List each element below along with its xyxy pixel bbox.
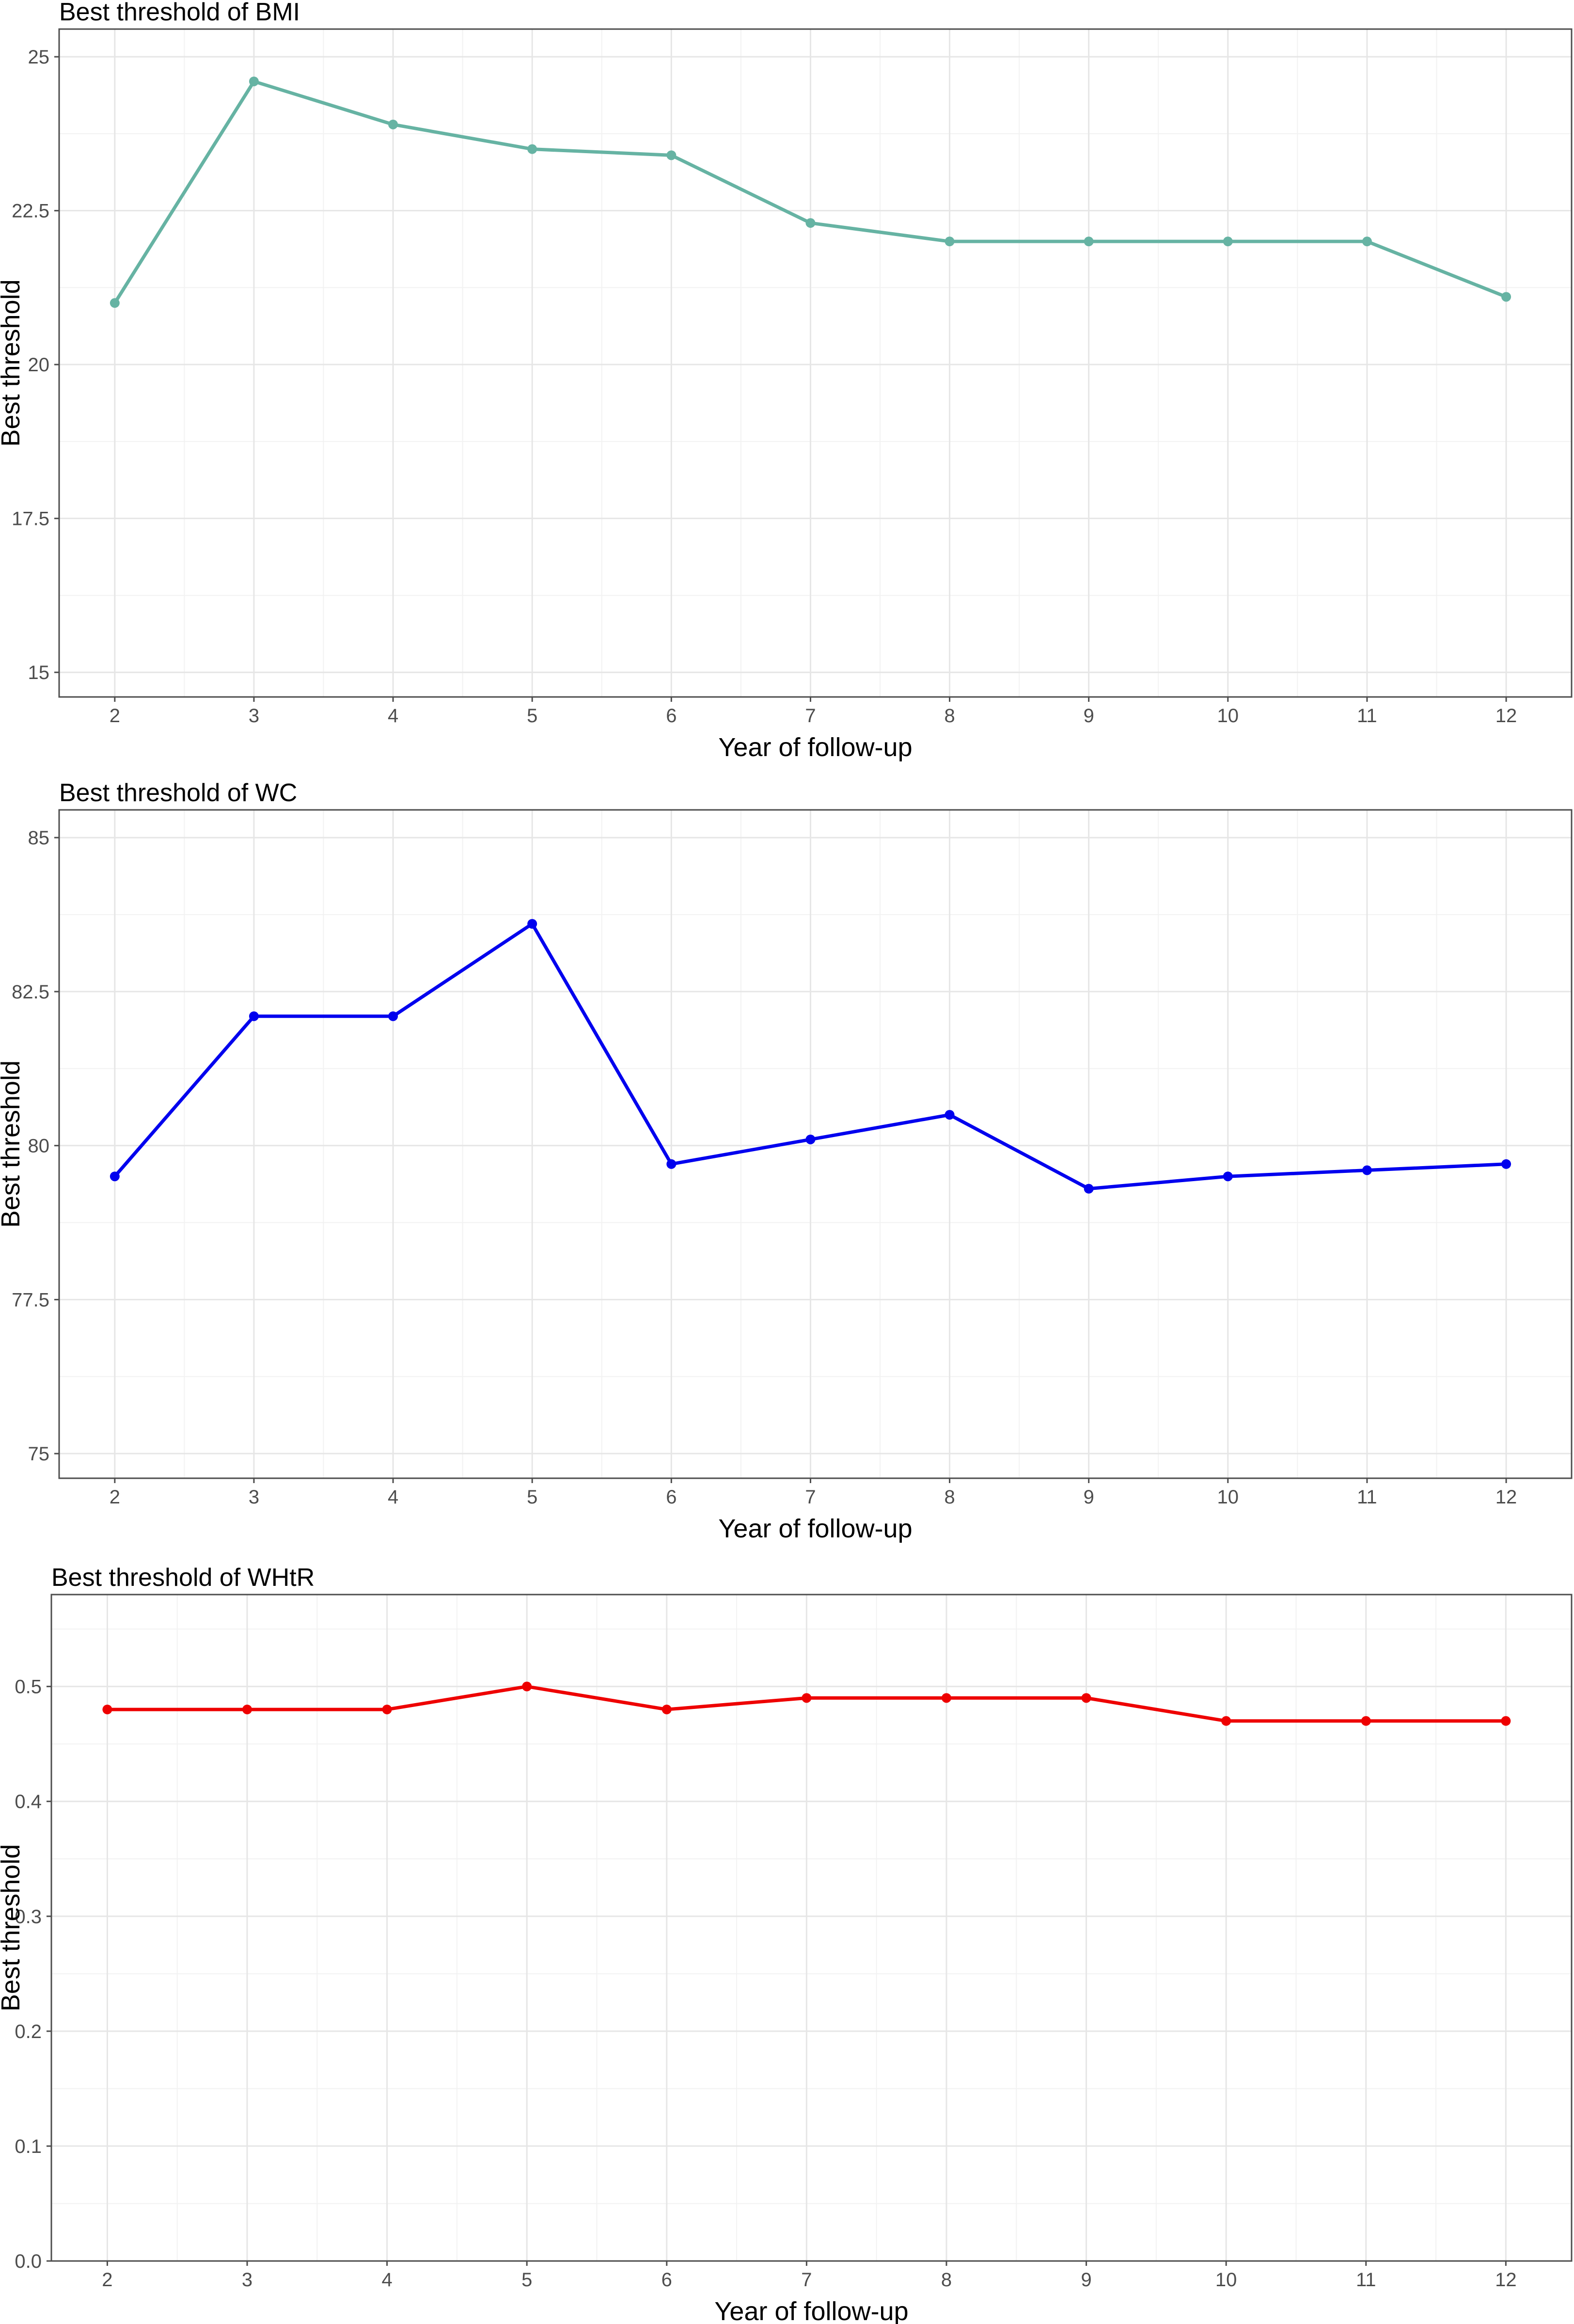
x-tick-label: 9 [1084,1486,1094,1508]
panel-border [58,809,1573,1479]
data-point [1362,237,1372,247]
chart-title: Best threshold of BMI [59,0,300,26]
data-point [1081,1693,1091,1703]
x-tick-label: 7 [801,2269,812,2291]
y-tick-label: 0.0 [15,2251,42,2272]
data-point [249,76,259,86]
chart-title: Best threshold of WC [59,779,297,807]
data-point [1084,1184,1094,1194]
x-axis-title: Year of follow-up [718,1514,912,1543]
data-point [522,1681,532,1692]
x-tick-label: 3 [249,1486,259,1508]
data-point [1501,1716,1511,1726]
x-tick-label: 10 [1215,2269,1237,2291]
y-tick-label: 22.5 [12,201,49,222]
y-tick-label: 0.3 [15,1906,42,1928]
x-tick-label: 4 [381,2269,392,2291]
data-point [944,1110,955,1120]
y-tick-label: 77.5 [12,1289,49,1311]
data-point [666,1159,677,1169]
y-tick-label: 0.2 [15,2021,42,2042]
x-tick-label: 8 [941,2269,952,2291]
x-tick-label: 7 [805,705,816,727]
x-tick-label: 5 [521,2269,532,2291]
x-tick-label: 2 [110,1486,120,1508]
x-tick-label: 6 [666,1486,677,1508]
x-axis-title: Year of follow-up [714,2297,908,2324]
data-point [666,150,677,160]
x-tick-label: 2 [102,2269,112,2291]
x-tick-label: 3 [249,705,259,727]
x-tick-label: 9 [1084,705,1094,727]
data-point [944,237,955,247]
chart-panel-1: 15 17.5 20 22.5 25 2 3 4 5 6 7 8 9 10 11 12 Best thresho… [0,0,1573,762]
y-tick-label: 85 [28,827,50,849]
x-tick-label: 4 [388,1486,398,1508]
y-tick-label: 0.4 [15,1791,42,1813]
x-tick-label: 4 [388,705,398,727]
data-point [1084,237,1094,247]
x-tick-label: 11 [1357,1486,1377,1508]
x-tick-label: 6 [661,2269,672,2291]
chart-title: Best threshold of WHtR [51,1564,315,1592]
x-tick-label: 9 [1081,2269,1091,2291]
y-axis-title: Best threshold [0,1060,25,1228]
x-tick-label: 5 [527,705,537,727]
y-axis-title: Best threshold [0,279,25,446]
data-point [1501,292,1511,302]
x-tick-label: 5 [527,1486,537,1508]
panel-border [50,1594,1573,2262]
data-point [1221,1716,1231,1726]
data-point [388,119,398,129]
x-tick-label: 10 [1217,1486,1239,1508]
data-point [802,1693,812,1703]
data-point [805,1134,816,1144]
x-axis-title: Year of follow-up [718,733,912,762]
x-tick-label: 11 [1356,2269,1376,2291]
data-point [527,919,537,929]
data-point [1501,1159,1511,1169]
data-point [1223,237,1233,247]
data-point [1223,1171,1233,1182]
x-tick-label: 3 [242,2269,252,2291]
x-tick-label: 11 [1357,705,1377,727]
data-point [527,144,537,154]
data-point [110,1171,120,1182]
y-tick-label: 0.5 [15,1676,42,1698]
y-tick-label: 80 [28,1136,50,1157]
y-tick-label: 75 [28,1443,50,1465]
chart-panel-3: 0.0 0.1 0.2 0.3 0.4 0.5 2 3 4 5 6 7 8 9 10 11 12 Best thr… [0,1564,1573,2324]
data-point [249,1011,259,1021]
x-tick-label: 8 [944,1486,955,1508]
data-point [102,1705,112,1715]
data-point [805,218,816,228]
y-tick-label: 20 [28,354,50,376]
chart-panel-2: 75 77.5 80 82.5 85 2 3 4 5 6 7 8 9 10 11 12 Best thresho… [0,779,1573,1543]
x-tick-label: 12 [1495,2269,1517,2291]
x-tick-label: 7 [805,1486,816,1508]
x-tick-label: 10 [1217,705,1239,727]
y-tick-label: 25 [28,47,50,68]
data-point [1362,1165,1372,1175]
data-point [242,1705,252,1715]
data-point [941,1693,951,1703]
x-tick-label: 8 [944,705,955,727]
data-point [661,1705,672,1715]
data-point [388,1011,398,1021]
panel-border [58,28,1573,698]
data-point [382,1705,392,1715]
x-tick-label: 12 [1495,1486,1517,1508]
x-tick-label: 12 [1495,705,1517,727]
data-point [110,298,120,308]
y-tick-label: 82.5 [12,981,49,1003]
data-point [1361,1716,1371,1726]
x-tick-label: 6 [666,705,677,727]
y-tick-label: 15 [28,662,50,683]
x-tick-label: 2 [110,705,120,727]
y-axis-title: Best threshold [0,1844,25,2011]
y-tick-label: 17.5 [12,508,49,530]
y-tick-label: 0.1 [15,2136,42,2157]
